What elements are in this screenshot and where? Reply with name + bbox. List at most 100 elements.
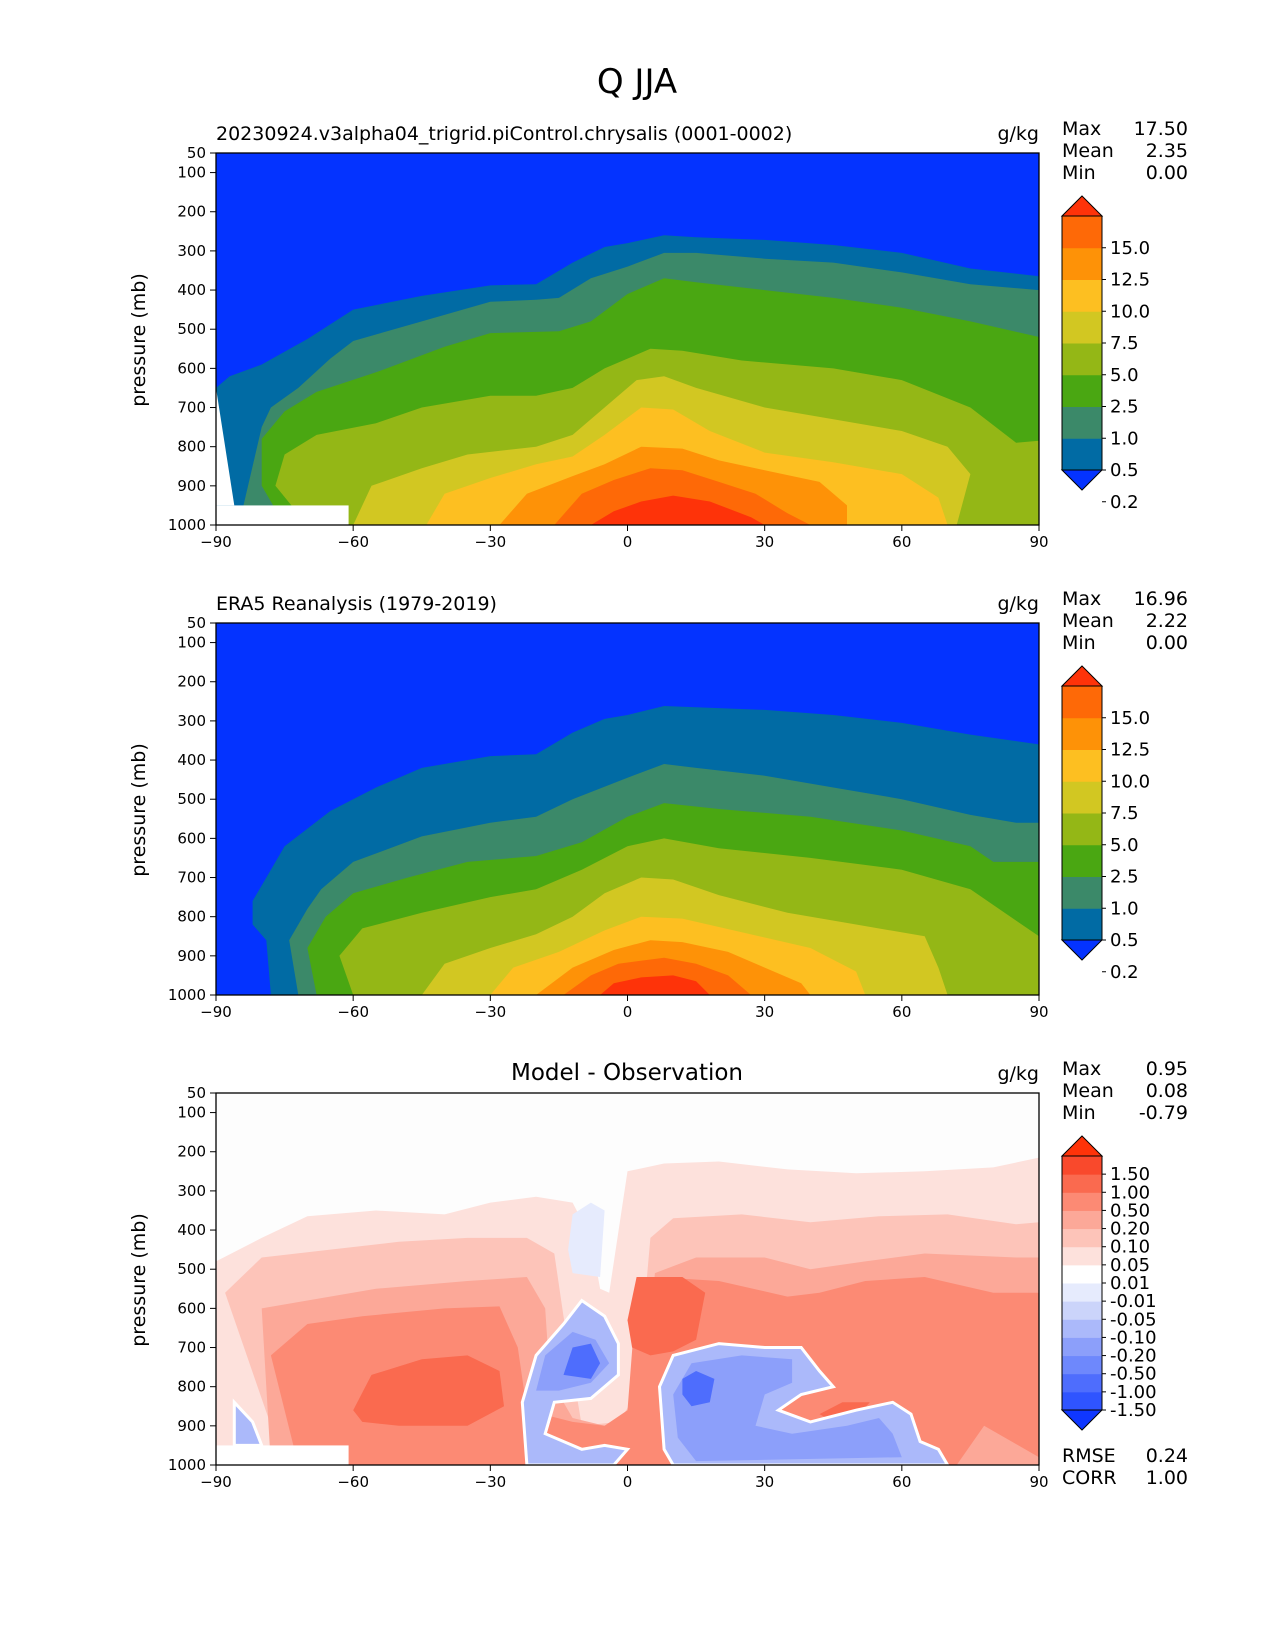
colorbar-tick-label: 1.00 [1110, 1182, 1150, 1203]
stat-corr-label: CORR [1062, 1467, 1117, 1489]
colorbar-segment [1062, 1337, 1102, 1357]
colorbar-tick-label: -0.01 [1110, 1291, 1157, 1312]
colorbar-segment [1062, 1301, 1102, 1320]
colorbar-tick-label: 15.0 [1110, 708, 1150, 729]
colorbar-segment [1062, 374, 1102, 407]
y-tick-label: 600 [177, 359, 206, 377]
y-tick-label: 600 [177, 1299, 206, 1317]
colorbar-extend-bottom [1060, 469, 1104, 491]
y-tick-label: 50 [187, 614, 206, 632]
x-tick-label: 90 [1029, 1003, 1048, 1021]
colorbar-segment [1062, 1373, 1102, 1393]
y-tick-label: 200 [177, 673, 206, 691]
colorbar-tick-label: 1.50 [1110, 1164, 1150, 1185]
colorbar-segment [1062, 717, 1102, 750]
x-tick-label: 60 [892, 1003, 911, 1021]
x-tick-label: 0 [623, 533, 633, 551]
x-tick-label: −30 [475, 1003, 507, 1021]
y-tick-label: 700 [177, 869, 206, 887]
x-tick-label: −90 [200, 533, 232, 551]
colorbar-tick-label: 15.0 [1110, 238, 1150, 259]
contour-fill-15 [590, 495, 765, 525]
x-tick-label: 90 [1029, 1473, 1048, 1491]
colorbar-segment [1062, 311, 1102, 344]
stat-max-label: Max [1062, 118, 1101, 140]
plot-area [216, 153, 1039, 525]
diff-contour-positive-5 [627, 1277, 706, 1356]
y-tick-label: 300 [177, 242, 206, 260]
y-axis-label: pressure (mb) [128, 743, 150, 877]
colorbar-tick-label: 7.5 [1110, 333, 1139, 354]
x-tick-label: −30 [475, 1473, 507, 1491]
y-tick-label: 500 [177, 320, 206, 338]
y-tick-label: 50 [187, 144, 206, 162]
colorbar-tick-label: 2.5 [1110, 867, 1139, 888]
colorbar-segment [1062, 844, 1102, 877]
colorbar-segment [1062, 343, 1102, 376]
y-tick-label: 200 [177, 203, 206, 221]
colorbar-segment [1062, 813, 1102, 846]
x-tick-label: −60 [337, 533, 369, 551]
colorbar-tick-label: 0.2 [1110, 492, 1139, 513]
missing-data-region [216, 505, 349, 525]
colorbar: 1.501.000.500.200.100.050.01-0.01-0.05-0… [1060, 1135, 1157, 1431]
colorbar-tick-label: 5.0 [1110, 835, 1139, 856]
colorbar-segment [1062, 749, 1102, 782]
missing-data-wedge [216, 387, 235, 506]
colorbar-segment [1062, 438, 1102, 471]
stat-mean-value: 2.35 [1146, 140, 1188, 162]
plot-area [216, 1093, 1039, 1465]
colorbar-tick-label: -0.20 [1110, 1346, 1157, 1367]
y-tick-label: 300 [177, 1182, 206, 1200]
colorbar-tick-label: 1.0 [1110, 898, 1139, 919]
diff-contour-negative-7 [568, 1202, 605, 1277]
panel-reanalysis: ERA5 Reanalysis (1979-2019) g/kg pressur… [128, 588, 1188, 1021]
panel-model: 20230924.v3alpha04_trigrid.piControl.chr… [128, 118, 1188, 551]
colorbar-segment [1062, 1210, 1102, 1230]
stat-corr-value: 1.00 [1146, 1467, 1188, 1489]
colorbar-tick-label: -0.05 [1110, 1309, 1157, 1330]
panel-center-title: Model - Observation [511, 1060, 743, 1086]
colorbar-tick-label: 0.5 [1110, 930, 1139, 951]
panel-left-title: 20230924.v3alpha04_trigrid.piControl.chr… [216, 123, 792, 145]
stat-min-label: Min [1062, 632, 1096, 654]
colorbar-segment [1062, 247, 1102, 280]
colorbar-segment [1062, 279, 1102, 312]
y-tick-label: 500 [177, 1260, 206, 1278]
stat-min-value: -0.79 [1139, 1102, 1188, 1124]
colorbar-segment [1062, 1264, 1102, 1284]
colorbar: 15.0 12.5 10.0 7.5 5.0 2.5 1.0 0.5 0.2 [1060, 195, 1150, 513]
colorbar-segment [1062, 1174, 1102, 1193]
stat-max-value: 16.96 [1134, 588, 1188, 610]
stat-max-value: 0.95 [1146, 1058, 1188, 1080]
contour-fill-15 [600, 975, 710, 995]
colorbar-segment [1062, 1319, 1102, 1338]
colorbar-tick-label: 5.0 [1110, 365, 1139, 386]
plot-area [216, 623, 1039, 995]
colorbar-segment [1062, 1192, 1102, 1211]
diff-contour-negative-14 [232, 1398, 264, 1447]
y-tick-label: 100 [177, 634, 206, 652]
colorbar-segment [1062, 781, 1102, 814]
colorbar-tick-label: 0.01 [1110, 1273, 1150, 1294]
missing-data-region [216, 1445, 349, 1465]
colorbar-tick-label: 10.0 [1110, 301, 1150, 322]
stat-mean-value: 0.08 [1146, 1080, 1188, 1102]
stat-min-label: Min [1062, 162, 1096, 184]
colorbar-tick-label: -1.50 [1110, 1400, 1157, 1421]
colorbar-segment [1062, 406, 1102, 439]
colorbar-segment [1062, 1228, 1102, 1248]
y-tick-label: 1000 [168, 1456, 206, 1474]
colorbar-segment [1062, 1246, 1102, 1266]
y-tick-label: 900 [177, 477, 206, 495]
stat-mean-label: Mean [1062, 610, 1114, 632]
y-tick-label: 1000 [168, 516, 206, 534]
colorbar-extend-top [1060, 665, 1104, 687]
diff-contour-negative-13 [682, 1371, 715, 1407]
colorbar-segment [1062, 908, 1102, 941]
colorbar-tick-label: 1.0 [1110, 428, 1139, 449]
y-axis-label: pressure (mb) [128, 273, 150, 407]
y-tick-label: 800 [177, 1378, 206, 1396]
y-tick-label: 100 [177, 1104, 206, 1122]
diff-contour-negative-12 [673, 1355, 902, 1462]
